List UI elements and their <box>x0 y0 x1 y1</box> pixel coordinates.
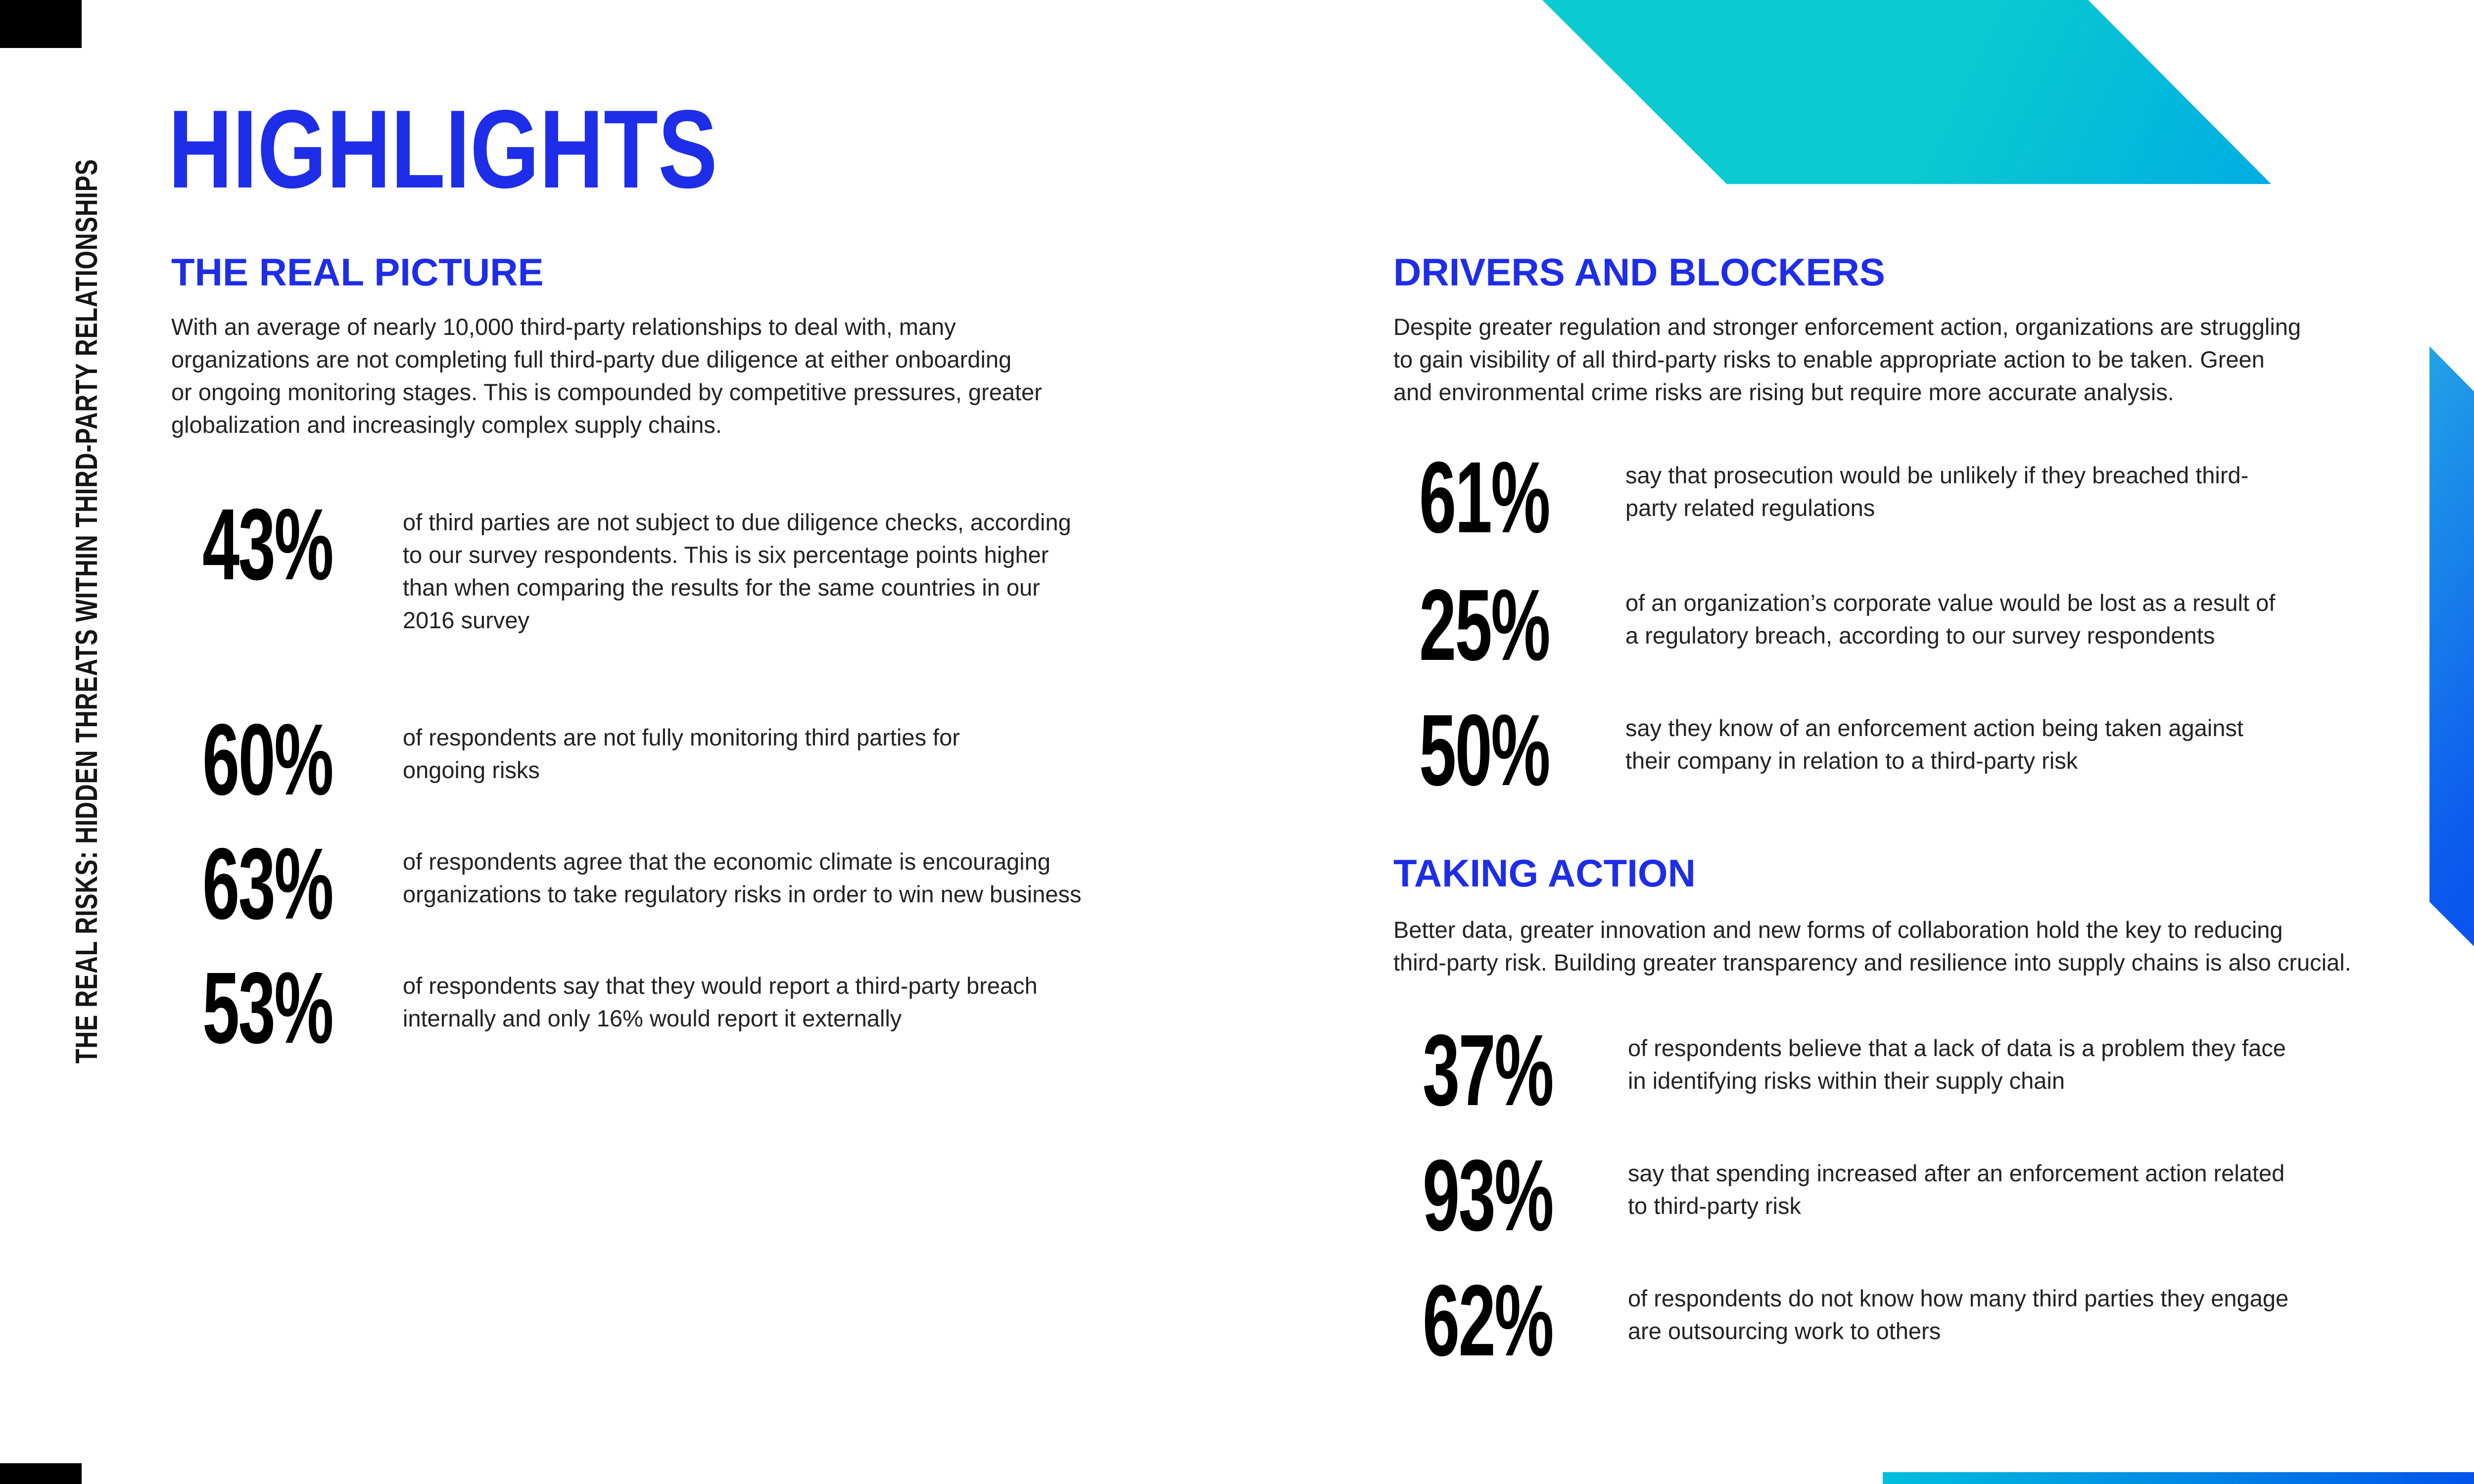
stat-value: 63% <box>202 827 334 940</box>
stat-text: of respondents say that they would repor… <box>403 973 1038 1031</box>
stat-value: 62% <box>1423 1264 1554 1377</box>
section-intro-taking-action: Better data, greater innovation and new … <box>1393 917 2351 975</box>
stat-text: of an organization’s corporate value wou… <box>1625 590 2276 649</box>
stat-text: say they know of an enforcement action b… <box>1625 715 2243 774</box>
stat-text: of respondents agree that the economic c… <box>403 848 1082 907</box>
stat-value: 25% <box>1419 568 1551 682</box>
stat-text: of respondents are not fully monitoring … <box>403 724 960 783</box>
bottom-left-corner-bar <box>0 1463 82 1484</box>
stat-text: of respondents believe that a lack of da… <box>1628 1035 2286 1094</box>
stat-text: of third parties are not subject to due … <box>403 509 1071 633</box>
stat-value: 50% <box>1419 694 1551 807</box>
bottom-right-footer-bar <box>1883 1472 2474 1484</box>
stat-value: 43% <box>202 488 334 601</box>
top-left-corner-bar <box>0 0 82 48</box>
stat-value: 61% <box>1419 441 1551 554</box>
blue-chevron-shape <box>2429 346 2474 1112</box>
stat-value: 60% <box>202 703 334 816</box>
stat-text: of respondents do not know how many thir… <box>1628 1285 2289 1344</box>
stat-value: 93% <box>1423 1139 1554 1252</box>
section-heading-drivers-blockers: DRIVERS AND BLOCKERS <box>1393 250 1885 294</box>
stat-value: 37% <box>1423 1014 1554 1127</box>
section-heading-real-picture: THE REAL PICTURE <box>171 250 544 294</box>
section-heading-taking-action: TAKING ACTION <box>1393 851 1696 895</box>
page-title: HIGHLIGHTS <box>168 87 717 211</box>
stat-text: say that spending increased after an enf… <box>1628 1160 2285 1219</box>
sidebar-vertical-title: THE REAL RISKS: HIDDEN THREATS WITHIN TH… <box>70 159 104 1064</box>
stat-value: 53% <box>202 951 334 1065</box>
stat-text: say that prosecution would be unlikely i… <box>1625 462 2249 521</box>
section-intro-drivers-blockers: Despite greater regulation and stronger … <box>1393 314 2301 405</box>
teal-parallelogram-shape <box>1542 0 2271 184</box>
section-intro-real-picture: With an average of nearly 10,000 third-p… <box>171 314 1042 438</box>
